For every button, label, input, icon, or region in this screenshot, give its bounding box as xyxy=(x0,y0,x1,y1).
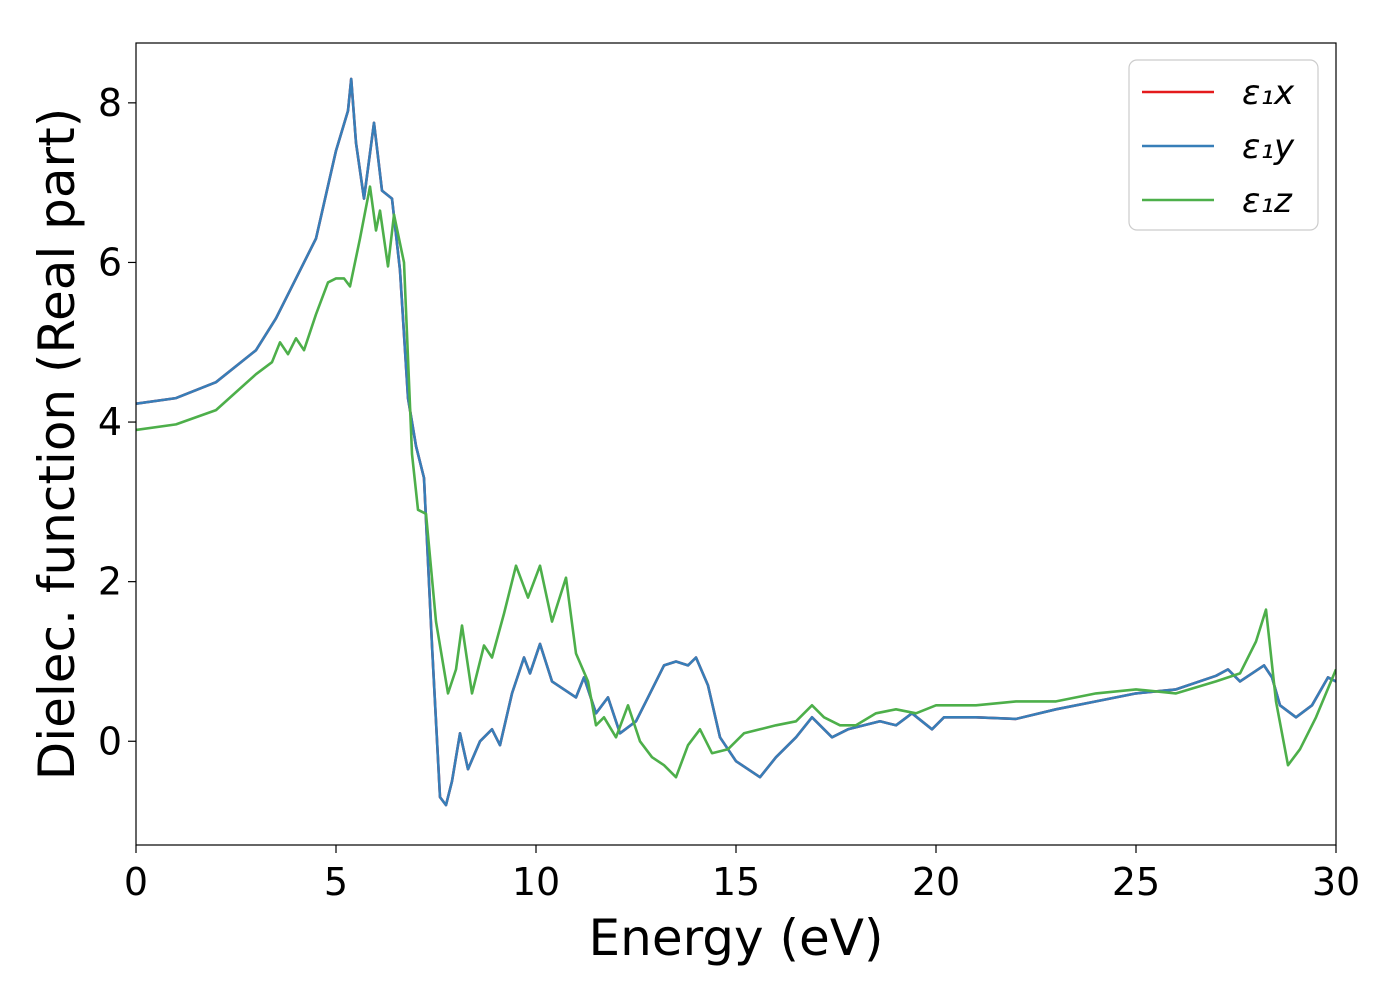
x-tick-label: 0 xyxy=(124,860,148,904)
legend-label-1: ε₁x xyxy=(1242,73,1295,113)
x-axis: 0 5 10 15 20 25 30 xyxy=(124,845,1360,904)
x-tick-label: 10 xyxy=(512,860,560,904)
x-axis-label: Energy (eV) xyxy=(589,909,884,967)
legend-label-3: ε₁z xyxy=(1242,181,1293,221)
series-line-2 xyxy=(136,77,1336,807)
y-tick-label: 4 xyxy=(98,400,122,444)
x-tick-label: 15 xyxy=(712,860,760,904)
legend-label-2: ε₁y xyxy=(1242,127,1295,167)
y-axis: 0 2 4 6 8 xyxy=(98,81,136,763)
legend: ε₁x ε₁y ε₁z xyxy=(1128,59,1319,231)
x-tick-label: 20 xyxy=(912,860,960,904)
y-tick-label: 6 xyxy=(98,240,122,284)
y-tick-label: 0 xyxy=(98,719,122,763)
x-tick-label: 5 xyxy=(324,860,348,904)
y-axis-label: Dielec. function (Real part) xyxy=(28,108,86,780)
y-tick-label: 2 xyxy=(98,560,122,604)
series-layer xyxy=(136,77,1336,807)
series-line-3 xyxy=(136,185,1336,779)
x-tick-label: 25 xyxy=(1112,860,1160,904)
x-tick-label: 30 xyxy=(1312,860,1360,904)
legend-box xyxy=(1128,59,1319,231)
y-tick-label: 8 xyxy=(98,81,122,125)
